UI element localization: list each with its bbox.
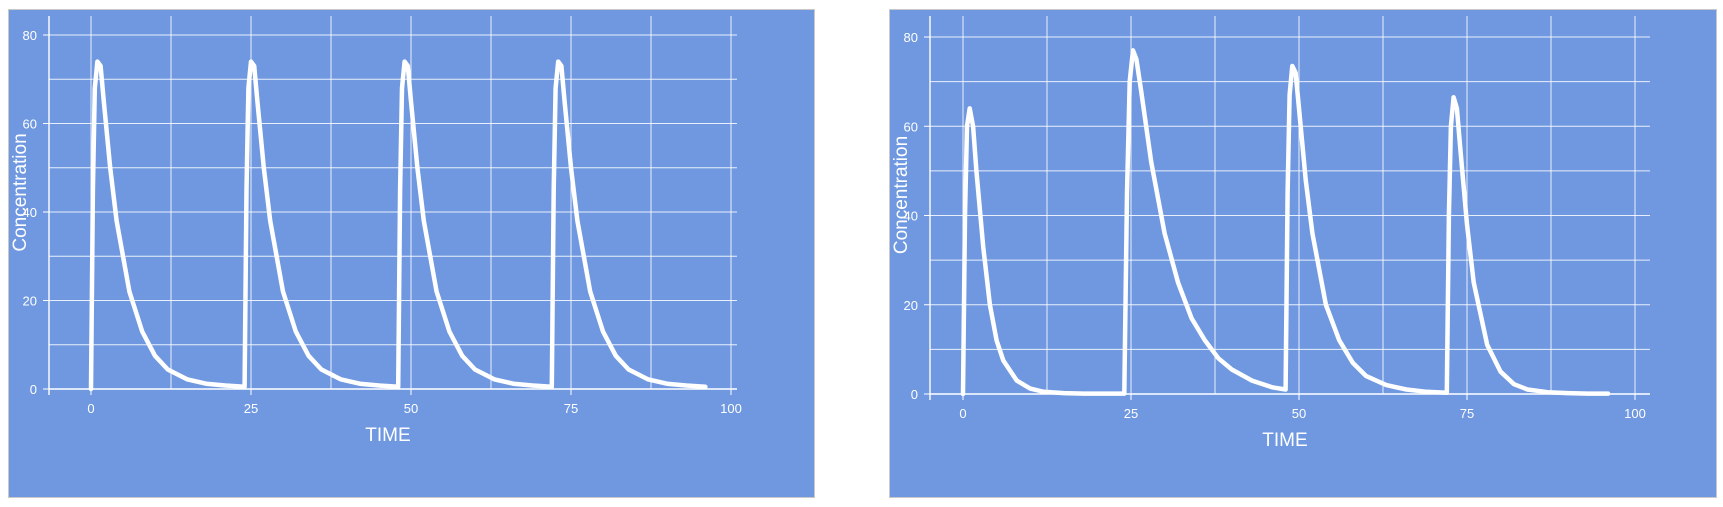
- y-tick-label: 20: [904, 298, 918, 313]
- x-tick-label: 0: [959, 406, 966, 421]
- y-tick-label: 20: [23, 294, 37, 309]
- y-tick-label: 80: [23, 28, 37, 43]
- x-axis-title: TIME: [1262, 430, 1307, 451]
- y-tick-label: 60: [23, 117, 37, 132]
- x-tick-label: 50: [404, 401, 418, 416]
- y-tick-label: 40: [904, 209, 918, 224]
- concentration-series-line: [88, 59, 708, 392]
- x-tick-label: 75: [564, 401, 578, 416]
- x-tick-label: 50: [1292, 406, 1306, 421]
- x-tick-label: 25: [244, 401, 258, 416]
- concentration-series-line: [960, 48, 1611, 397]
- x-tick-label: 75: [1460, 406, 1474, 421]
- y-axis-title: Concentration: [10, 133, 31, 251]
- chart-right-svg: 0 25 50 75 100 0 20 40 60 80 TIME Concentration: [891, 16, 1650, 451]
- concentration-chart-left: 0 25 50 75 100 0 20 40 60 80 TIME Concentration: [8, 9, 815, 498]
- x-tick-label: 25: [1124, 406, 1138, 421]
- y-tick-label: 80: [904, 30, 918, 45]
- x-axis-title: TIME: [365, 425, 410, 446]
- x-tick-label: 100: [720, 401, 742, 416]
- chart-left-svg: 0 25 50 75 100 0 20 40 60 80 TIME Concentration: [10, 16, 742, 446]
- y-tick-label: 0: [30, 382, 37, 397]
- concentration-chart-right: 0 25 50 75 100 0 20 40 60 80 TIME Concentration: [889, 9, 1717, 498]
- x-tick-label: 0: [87, 401, 94, 416]
- y-axis-title: Concentration: [891, 136, 912, 254]
- y-tick-label: 60: [904, 119, 918, 134]
- y-tick-label: 40: [23, 205, 37, 220]
- y-tick-label: 0: [911, 387, 918, 402]
- x-tick-label: 100: [1624, 406, 1646, 421]
